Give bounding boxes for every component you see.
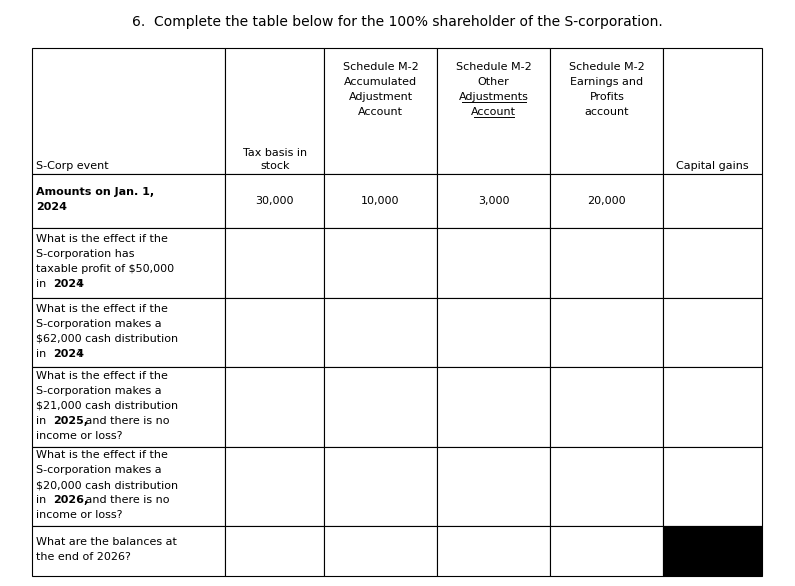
Bar — [664, 367, 762, 447]
Text: Other: Other — [478, 77, 510, 87]
Bar — [32, 48, 226, 174]
Bar — [664, 526, 762, 576]
Bar — [32, 298, 226, 367]
Bar — [664, 228, 762, 298]
Text: Adjustment: Adjustment — [348, 92, 413, 102]
Text: and there is no: and there is no — [82, 415, 169, 425]
Bar — [226, 447, 324, 526]
Text: Schedule M-2: Schedule M-2 — [569, 62, 645, 72]
Bar — [32, 174, 226, 228]
Bar — [550, 174, 664, 228]
Text: $62,000 cash distribution: $62,000 cash distribution — [36, 333, 178, 343]
Bar — [437, 48, 550, 174]
Bar — [226, 174, 324, 228]
Text: What are the balances at: What are the balances at — [36, 537, 176, 547]
Text: Account: Account — [471, 107, 516, 117]
Text: What is the effect if the: What is the effect if the — [36, 304, 168, 314]
Bar — [324, 228, 437, 298]
Bar — [226, 228, 324, 298]
Bar — [324, 526, 437, 576]
Text: 2025,: 2025, — [53, 415, 88, 425]
Bar — [664, 48, 762, 174]
Bar — [32, 526, 226, 576]
Text: 3,000: 3,000 — [478, 196, 510, 206]
Bar — [437, 447, 550, 526]
Text: Amounts on Jan. 1,: Amounts on Jan. 1, — [36, 187, 154, 197]
Text: Tax basis in
stock: Tax basis in stock — [242, 148, 307, 171]
Bar — [437, 367, 550, 447]
Text: $20,000 cash distribution: $20,000 cash distribution — [36, 480, 178, 490]
Text: 2024: 2024 — [53, 349, 84, 359]
Text: Schedule M-2: Schedule M-2 — [456, 62, 532, 72]
Text: income or loss?: income or loss? — [36, 431, 122, 441]
Bar — [550, 447, 664, 526]
Bar — [32, 367, 226, 447]
Bar — [324, 298, 437, 367]
Text: 2026,: 2026, — [53, 495, 88, 505]
Bar — [32, 228, 226, 298]
Text: Accumulated: Accumulated — [344, 77, 417, 87]
Bar — [324, 367, 437, 447]
Bar — [324, 447, 437, 526]
Bar — [664, 447, 762, 526]
Bar — [324, 174, 437, 228]
Text: in: in — [36, 495, 50, 505]
Bar — [550, 228, 664, 298]
Text: S-corporation makes a: S-corporation makes a — [36, 465, 161, 475]
Text: 2024: 2024 — [36, 202, 67, 212]
Text: S-Corp event: S-Corp event — [36, 161, 109, 171]
Text: Adjustments: Adjustments — [459, 92, 529, 102]
Text: taxable profit of $50,000: taxable profit of $50,000 — [36, 264, 174, 274]
Text: income or loss?: income or loss? — [36, 510, 122, 520]
Text: S-corporation makes a: S-corporation makes a — [36, 386, 161, 396]
Bar — [437, 526, 550, 576]
Text: What is the effect if the: What is the effect if the — [36, 370, 168, 380]
Text: in: in — [36, 415, 50, 425]
Text: What is the effect if the: What is the effect if the — [36, 450, 168, 460]
Bar — [664, 174, 762, 228]
Text: Capital gains: Capital gains — [677, 161, 749, 171]
Bar — [226, 48, 324, 174]
Text: Account: Account — [358, 107, 403, 117]
Text: ?: ? — [76, 349, 83, 359]
Text: account: account — [584, 107, 629, 117]
Text: What is the effect if the: What is the effect if the — [36, 234, 168, 244]
Text: 10,000: 10,000 — [361, 196, 400, 206]
Bar — [550, 48, 664, 174]
Text: 6.  Complete the table below for the 100% shareholder of the S-corporation.: 6. Complete the table below for the 100%… — [132, 15, 663, 29]
Text: Schedule M-2: Schedule M-2 — [343, 62, 418, 72]
Text: 20,000: 20,000 — [588, 196, 626, 206]
Bar — [664, 298, 762, 367]
Text: 30,000: 30,000 — [255, 196, 294, 206]
Bar — [437, 174, 550, 228]
Text: and there is no: and there is no — [82, 495, 169, 505]
Bar — [324, 48, 437, 174]
Text: S-corporation makes a: S-corporation makes a — [36, 319, 161, 329]
Text: 2024: 2024 — [53, 279, 84, 289]
Text: Earnings and: Earnings and — [570, 77, 643, 87]
Bar — [226, 526, 324, 576]
Text: $21,000 cash distribution: $21,000 cash distribution — [36, 401, 178, 411]
Text: ?: ? — [76, 279, 83, 289]
Text: Profits: Profits — [589, 92, 624, 102]
Bar — [550, 367, 664, 447]
Text: the end of 2026?: the end of 2026? — [36, 552, 131, 562]
Bar — [550, 298, 664, 367]
Text: in: in — [36, 349, 50, 359]
Bar — [437, 228, 550, 298]
Bar — [550, 526, 664, 576]
Text: S-corporation has: S-corporation has — [36, 249, 134, 259]
Text: in: in — [36, 279, 50, 289]
Bar — [437, 298, 550, 367]
Bar — [32, 447, 226, 526]
Bar — [226, 298, 324, 367]
Bar — [226, 367, 324, 447]
